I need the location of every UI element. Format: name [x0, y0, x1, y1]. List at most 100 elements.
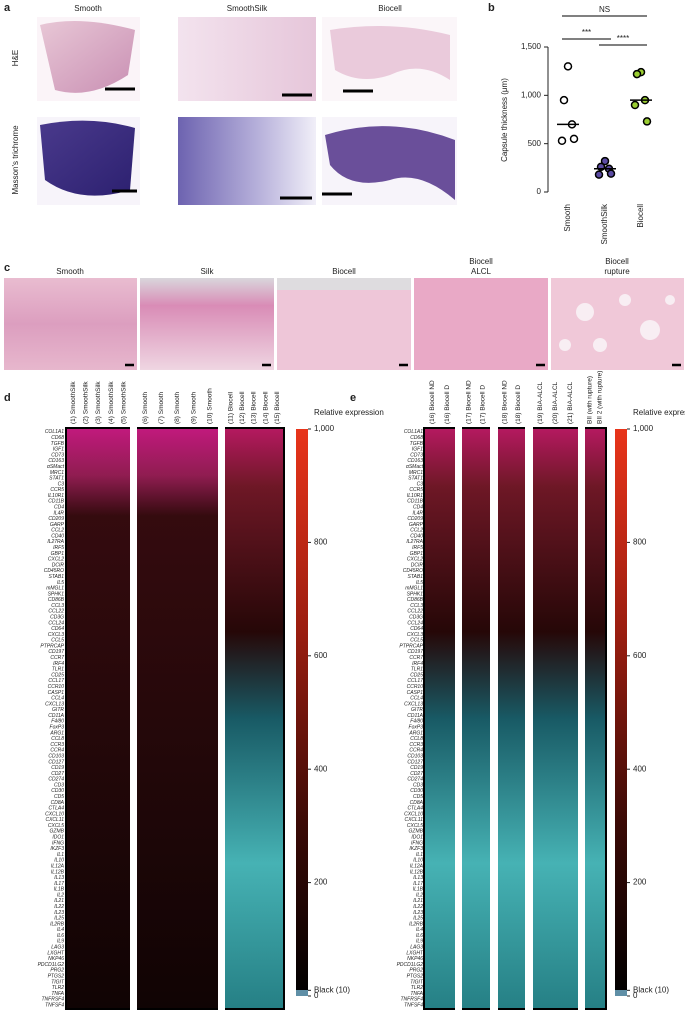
gene-label: CASP1 — [48, 690, 65, 696]
gene-label: IL17 — [54, 881, 64, 887]
gene-label: PTPRCAP — [40, 643, 64, 649]
gene-label: CD68 — [410, 435, 423, 441]
gene-label: IL21 — [54, 898, 64, 904]
gene-label: IL9 — [57, 939, 64, 945]
gene-label: GZMB — [50, 829, 65, 835]
gene-label: FoxP3 — [409, 725, 424, 731]
gene-label: LAG3 — [51, 945, 64, 951]
gene-label: CCL3 — [51, 603, 64, 609]
colorbar-tick-label: 600 — [314, 651, 328, 660]
gene-label: PTPRCAP — [399, 643, 423, 649]
gene-label: IL22 — [54, 904, 64, 910]
colorbar-tick-label: 800 — [314, 538, 328, 547]
gene-label: CD40 — [51, 533, 64, 539]
gene-label: PTGS2 — [407, 973, 424, 979]
gene-label: IGF1 — [53, 447, 64, 453]
x-tick-label: Smooth — [563, 204, 572, 232]
gene-label: CD3 — [413, 782, 423, 788]
data-point — [559, 95, 569, 105]
gene-label: IL5 — [57, 580, 64, 586]
gene-label: F4/80 — [410, 719, 423, 725]
gene-label: GARP — [409, 522, 424, 528]
gene-label: CXCL5 — [407, 823, 423, 829]
gene-label: CD3G — [50, 615, 64, 621]
sample-label: (19) BIA-ALCL — [537, 381, 544, 424]
gene-label: PDCD1LG2 — [397, 962, 424, 968]
gene-label: TGFB — [410, 441, 424, 447]
gene-label: CCL24 — [48, 620, 64, 626]
gene-label: PDCD1LG2 — [38, 962, 65, 968]
sample-label: BII (with rupture) — [587, 376, 594, 424]
scatter-chart: 0 500 1,000 1,500 Capsule thickness (μm) Smoo… — [500, 5, 652, 244]
gene-label: αSMact — [47, 464, 65, 470]
micrographs — [37, 17, 457, 205]
gene-label: IL13 — [54, 875, 64, 881]
gene-label: IL2RB — [50, 921, 65, 927]
gene-label: LAG3 — [410, 945, 423, 951]
data-point — [594, 170, 604, 179]
gene-label: CXCL13 — [45, 701, 64, 707]
gene-label: mMGL1 — [405, 586, 423, 592]
gene-label: CCR7 — [50, 655, 64, 661]
sample-label: (7) Smooth — [158, 391, 165, 424]
gene-label: CD209 — [48, 516, 64, 522]
heatmap-block — [67, 429, 130, 1008]
heatmap-gap — [578, 427, 585, 1010]
gene-label: NKP46 — [407, 956, 423, 962]
gene-label: GITR — [411, 707, 423, 713]
panel-label: b — [488, 2, 495, 14]
gene-label: IL12A — [410, 863, 424, 869]
gene-label: CD11B — [48, 499, 64, 505]
colorbar-tick-label: 600 — [633, 651, 647, 660]
gene-label: CD27 — [410, 771, 423, 777]
colorbar-tick-label: Black (10) — [633, 985, 669, 994]
gene-label: CD25 — [51, 672, 64, 678]
colorbar-tick-label: 0 — [314, 991, 319, 1000]
gene-label: GARP — [50, 522, 65, 528]
image-caption: rupture — [604, 267, 630, 276]
sample-label: BII 2 (with rupture) — [597, 371, 604, 424]
gene-label: TNFA — [410, 991, 423, 997]
gene-label: CCL5 — [410, 638, 423, 644]
gene-label: CD127 — [407, 759, 423, 765]
gene-label: IL25 — [54, 916, 64, 922]
significance-label: **** — [617, 34, 629, 43]
image-caption: Biocell — [332, 267, 356, 276]
gene-label: TLR2 — [52, 985, 64, 991]
gene-label: IKZF3 — [50, 846, 64, 852]
gene-label: CASP1 — [407, 690, 424, 696]
gene-label: TNFA — [51, 991, 64, 997]
sample-label: (20) BIA-ALCL — [552, 381, 559, 424]
panel-label: c — [4, 262, 10, 274]
gene-label: PRG2 — [409, 968, 423, 974]
gene-label: CD11B — [407, 499, 423, 505]
gene-label: IL4R — [53, 510, 64, 516]
image-caption: Smooth — [56, 267, 84, 276]
sample-label: (12) Biocell — [239, 391, 246, 424]
sample-label: (18) Biocell ND — [501, 380, 508, 424]
gene-label: CCR10 — [48, 684, 65, 690]
heatmap-block — [137, 429, 218, 1008]
gene-label: CD127 — [48, 759, 64, 765]
significance-label: NS — [599, 5, 610, 14]
x-tick-label: SmoothSilk — [600, 203, 609, 244]
gene-label: IL9 — [416, 939, 423, 945]
gene-label: CD11A — [48, 713, 64, 719]
colorbar-tick-label: 800 — [633, 538, 647, 547]
gene-label: CD197 — [407, 649, 423, 655]
colorbar — [615, 429, 627, 996]
gene-label: IL12B — [410, 869, 424, 875]
captions: Smooth Silk BiocellBiocellALCLBiocellruptu… — [56, 257, 630, 276]
sample-label: (13) Biocell — [251, 391, 258, 424]
gene-label: SPHK1 — [48, 591, 65, 597]
heatmap-gap — [218, 427, 225, 1010]
gene-label: CD4 — [54, 504, 64, 510]
heatmap-gap — [490, 427, 498, 1010]
gene-label: GBP1 — [51, 551, 65, 557]
gene-label: CD8A — [51, 800, 65, 806]
gene-label: CD25 — [410, 672, 423, 678]
sample-label: (10) Smooth — [207, 388, 214, 424]
gene-label: IL1B — [413, 887, 424, 893]
gene-label: CCL4 — [410, 696, 423, 702]
